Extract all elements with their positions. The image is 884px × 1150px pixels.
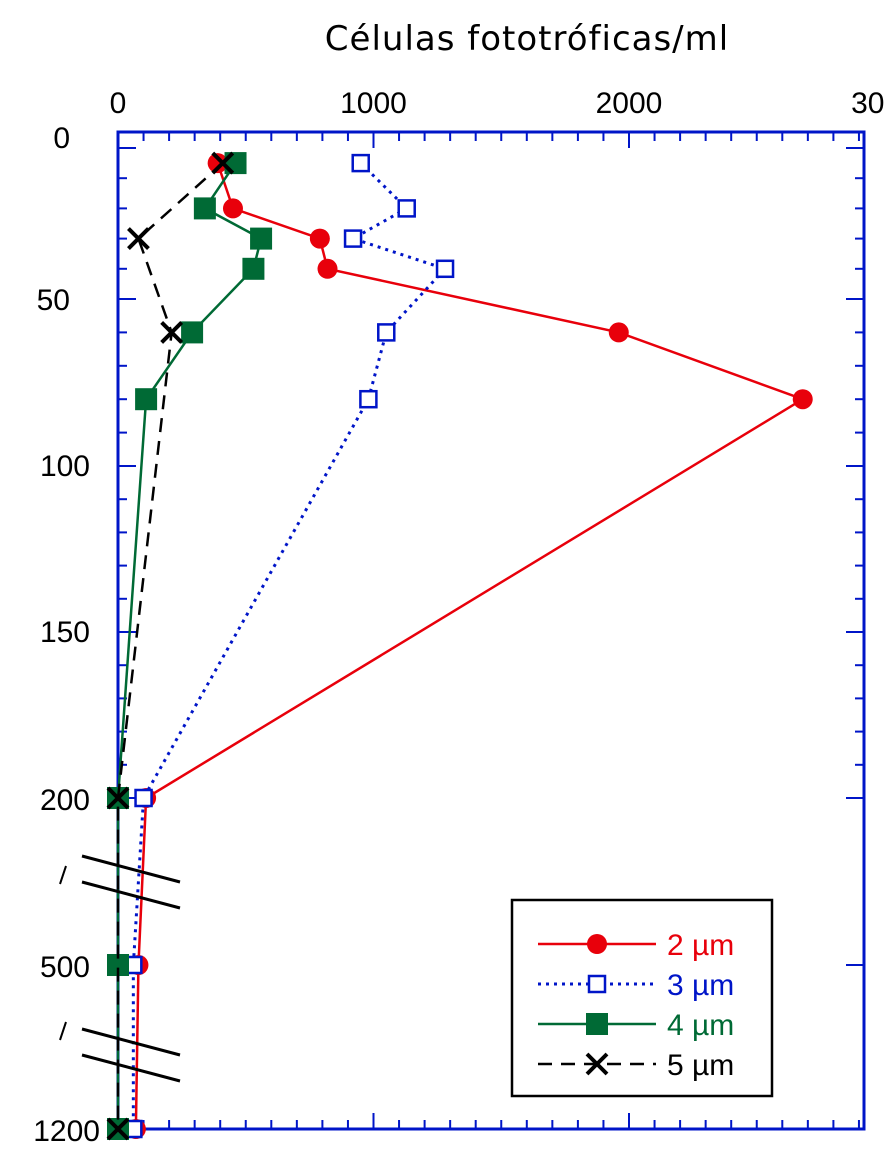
marker-circle xyxy=(792,389,813,410)
series-3 xyxy=(107,152,273,1140)
marker-open-square xyxy=(435,259,455,279)
axis-breaks xyxy=(59,854,181,1083)
legend-label: 2 µm xyxy=(667,929,734,962)
marker-x-stroke xyxy=(160,320,184,344)
y-tick-labels: 0 50 100 150 200 500 1200 xyxy=(33,122,100,1148)
marker-open-square xyxy=(587,974,607,994)
axis-ticks xyxy=(118,132,864,1129)
marker-circle xyxy=(587,934,607,954)
marker-circle xyxy=(309,228,330,249)
series-layer xyxy=(106,151,813,1141)
marker-filled-square xyxy=(181,321,204,344)
marker-circle xyxy=(207,153,228,174)
legend-entry: 4 µm xyxy=(538,1009,734,1042)
axis-break-slash xyxy=(59,1021,67,1041)
marker-open-square xyxy=(397,199,416,218)
marker-open-square xyxy=(343,229,363,248)
legend-label: 3 µm xyxy=(667,969,734,1002)
axis-break-line xyxy=(81,854,181,884)
marker-x-stroke xyxy=(585,1052,609,1076)
x-tick-label: 3000 xyxy=(851,87,884,120)
axis-break-line xyxy=(81,1053,181,1083)
x-tick-label: 0 xyxy=(110,87,127,120)
marker-filled-square xyxy=(193,197,216,220)
x-tick-labels: 0 1000 2000 3000 xyxy=(110,87,884,120)
y-tick-label: 1200 xyxy=(33,1115,100,1148)
y-tick-label: 200 xyxy=(40,784,90,817)
marker-circle xyxy=(222,198,243,219)
marker-open-square xyxy=(377,323,396,342)
marker-x-stroke xyxy=(106,786,130,810)
y-tick-label: 50 xyxy=(37,284,70,317)
x-tick-label: 2000 xyxy=(596,87,663,120)
marker-open-square xyxy=(134,788,153,808)
marker-x xyxy=(160,320,184,344)
legend: 2 µm 3 µm 4 µm 5 µm xyxy=(510,898,774,1098)
marker-filled-square xyxy=(242,257,265,280)
marker-filled-square xyxy=(586,1013,608,1035)
axis-break-slash xyxy=(59,865,67,885)
marker-x xyxy=(211,151,235,175)
marker-x xyxy=(106,786,130,810)
marker-open-square xyxy=(351,153,370,173)
marker-filled-square xyxy=(250,227,273,250)
marker-x xyxy=(127,227,150,251)
y-tick-label: 500 xyxy=(40,951,90,984)
marker-x xyxy=(585,1052,609,1076)
legend-entry: 5 µm xyxy=(538,1049,734,1082)
marker-circle xyxy=(317,258,338,279)
marker-x-stroke xyxy=(106,1117,130,1141)
marker-filled-square xyxy=(107,954,129,976)
marker-x-stroke xyxy=(211,151,235,175)
series-line xyxy=(116,162,263,1129)
marker-circle xyxy=(608,322,629,343)
legend-entries: 2 µm 3 µm 4 µm 5 µm xyxy=(538,929,734,1082)
marker-open-square xyxy=(359,389,378,409)
marker-x xyxy=(106,1117,130,1141)
marker-filled-square xyxy=(135,388,158,411)
chart-title: Células fototróficas/ml xyxy=(325,19,729,59)
y-tick-label: 100 xyxy=(40,450,90,483)
plot-frame xyxy=(116,130,866,1131)
y-tick-label: 150 xyxy=(40,616,90,649)
axis-break-line xyxy=(81,880,181,910)
x-tick-label: 1000 xyxy=(340,87,407,120)
legend-label: 4 µm xyxy=(667,1009,734,1042)
legend-entry: 3 µm xyxy=(538,969,734,1002)
legend-label: 5 µm xyxy=(667,1049,734,1082)
legend-entry: 2 µm xyxy=(538,929,734,962)
series-4 xyxy=(106,151,235,1141)
marker-x-stroke xyxy=(127,227,150,251)
series-2 xyxy=(124,153,455,1139)
series-line xyxy=(116,162,224,1129)
y-tick-label: 0 xyxy=(53,122,70,155)
axis-break-line xyxy=(81,1027,181,1057)
